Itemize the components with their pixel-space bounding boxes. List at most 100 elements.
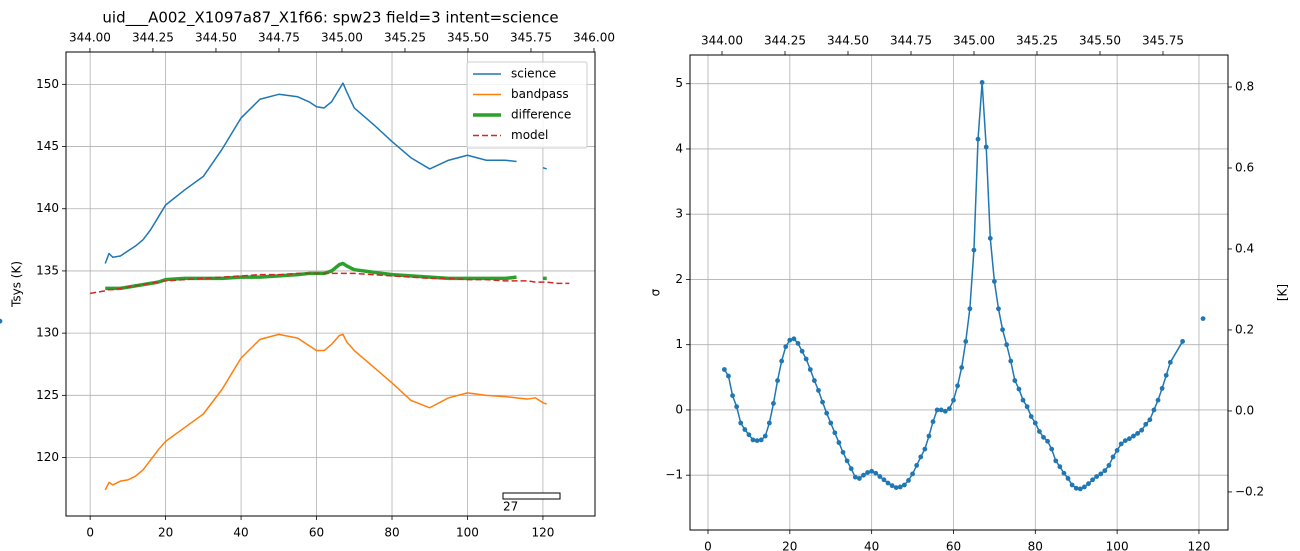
data-point: [1155, 397, 1161, 403]
data-point: [1135, 431, 1140, 436]
series-line: [724, 82, 1203, 488]
x2-tick-label: 345.00: [953, 34, 995, 48]
data-point: [889, 483, 895, 489]
data-point: [816, 387, 821, 393]
data-point: [1086, 481, 1091, 487]
data-point: [873, 470, 879, 476]
data-point: [742, 427, 748, 432]
series-line: [104, 333, 547, 491]
data-point: [1077, 486, 1083, 492]
x2-tick-label: 344.75: [890, 34, 932, 48]
data-point: [856, 476, 862, 481]
data-point: [1167, 359, 1173, 365]
data-point: [795, 340, 801, 346]
data-point: [979, 80, 985, 85]
legend: science bandpass difference model: [466, 61, 588, 149]
annotation-label: 27: [503, 500, 518, 514]
data-point: [758, 437, 764, 443]
data-point: [922, 446, 928, 452]
data-point: [824, 410, 830, 416]
y2-tick-label: 0.0: [1235, 403, 1254, 417]
data-point: [1069, 482, 1075, 488]
x-tick-label: 120: [1187, 540, 1210, 551]
data-point: [877, 474, 883, 479]
data-point: [803, 356, 809, 362]
data-point: [738, 420, 744, 426]
data-point: [828, 420, 834, 426]
data-point: [946, 406, 952, 412]
data-point: [1061, 470, 1067, 476]
x-tick-label: 120: [531, 526, 554, 540]
data-point: [787, 337, 793, 343]
x2-tick-label: 345.00: [321, 31, 363, 45]
y-tick-label: 4: [675, 141, 683, 155]
data-point: [897, 484, 903, 490]
x-tick-label: 0: [704, 540, 712, 551]
data-point: [1131, 433, 1136, 439]
data-point: [975, 136, 981, 142]
y-tick-label: 145: [36, 139, 59, 153]
x2-tick-label: 344.50: [827, 34, 869, 48]
data-point: [955, 383, 960, 389]
y-tick-label: 125: [36, 388, 59, 402]
x-tick-label: 20: [158, 526, 173, 540]
y-tick-label: 2: [675, 272, 683, 286]
data-point: [942, 408, 948, 414]
data-point: [734, 404, 740, 410]
data-point: [1045, 438, 1050, 444]
series-line: [90, 272, 570, 295]
data-point: [861, 472, 866, 478]
data-point: [991, 279, 997, 284]
data-point: [983, 144, 989, 150]
data-point: [730, 393, 735, 398]
legend-box: [466, 61, 588, 149]
data-point: [1041, 434, 1046, 440]
x2-tick-label: 344.25: [132, 31, 174, 45]
data-point: [1114, 447, 1120, 453]
y2-axis-label: [K]: [1276, 284, 1290, 301]
data-point: [881, 477, 887, 483]
y2-tick-label: 0.8: [1235, 79, 1254, 93]
legend-label: bandpass: [511, 87, 569, 101]
data-point: [840, 449, 846, 455]
data-point: [865, 470, 870, 475]
data-point: [1127, 436, 1132, 442]
data-point: [1081, 484, 1087, 490]
chart-title: uid___A002_X1097a87_X1f66: spw23 field=3…: [102, 9, 558, 28]
y-tick-label: 1: [675, 337, 683, 351]
data-point: [1143, 421, 1149, 427]
data-point: [1159, 386, 1165, 391]
data-point: [1008, 358, 1014, 364]
y2-tick-label: 0.6: [1235, 160, 1254, 174]
x2-tick-label: 345.25: [1016, 34, 1058, 48]
data-point: [811, 378, 817, 383]
x2-tick-label: 344.50: [195, 31, 237, 45]
data-point: [1032, 420, 1038, 426]
x2-tick-label: 345.50: [1079, 34, 1121, 48]
data-point: [1065, 476, 1071, 481]
data-point: [967, 306, 973, 312]
data-point: [901, 482, 907, 488]
data-point: [1118, 441, 1124, 447]
series-line: [105, 261, 547, 291]
y-tick-label: 120: [36, 450, 59, 464]
data-point: [934, 407, 940, 413]
data-point: [906, 478, 911, 483]
data-point: [832, 430, 838, 436]
data-point: [721, 367, 727, 372]
data-point: [1049, 446, 1055, 452]
data-point: [1180, 339, 1185, 344]
data-point: [1106, 463, 1112, 468]
data-point: [820, 399, 825, 405]
data-point: [1147, 417, 1153, 423]
x2-tick-label: 344.75: [258, 31, 300, 45]
x2-tick-label: 345.75: [510, 31, 552, 45]
data-point: [771, 401, 776, 406]
data-point: [775, 378, 780, 383]
y-tick-label: 140: [36, 201, 59, 215]
x2-tick-label: 345.50: [447, 31, 489, 45]
x-tick-label: 20: [782, 540, 797, 551]
data-point: [844, 458, 850, 464]
data-point: [893, 485, 899, 490]
data-point: [1122, 438, 1128, 444]
